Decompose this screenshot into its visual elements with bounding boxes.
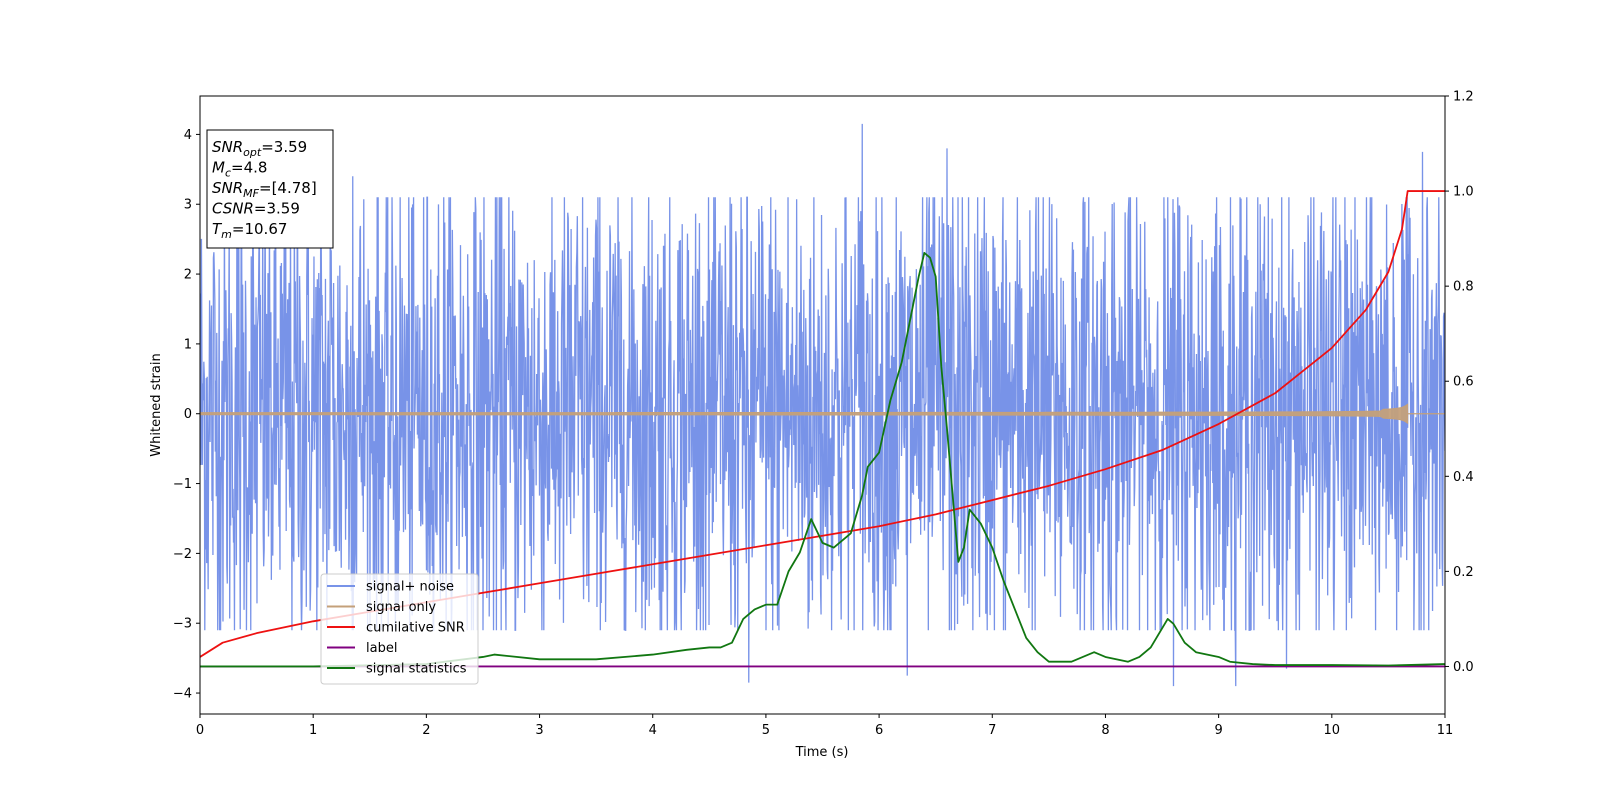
- legend-label: cumilative SNR: [366, 621, 465, 636]
- y-right-tick-label: 1.0: [1453, 185, 1474, 200]
- legend-label: signal statistics: [366, 662, 467, 677]
- x-tick-label: 4: [649, 723, 657, 738]
- y-left-tick-label: −1: [173, 477, 192, 492]
- info-line: SNRMF=[4.78]: [212, 179, 317, 200]
- y-left-tick-label: 1: [184, 337, 192, 352]
- legend-label: signal+ noise: [366, 580, 454, 595]
- y-right-tick-label: 0.4: [1453, 470, 1474, 485]
- info-line: CSNR=3.59: [212, 200, 300, 218]
- info-box: SNRopt=3.59Mc=4.8SNRMF=[4.78]CSNR=3.59Tm…: [206, 129, 334, 249]
- x-axis-label: Time (s): [795, 745, 849, 760]
- y-right-tick-label: 1.2: [1453, 90, 1474, 105]
- y-left-tick-label: −4: [173, 687, 192, 702]
- info-line-value: =3.59: [254, 200, 300, 218]
- x-tick-label: 5: [762, 723, 770, 738]
- info-line-subscript: MF: [243, 187, 259, 200]
- x-tick-label: 2: [422, 723, 430, 738]
- legend-label: signal only: [366, 600, 436, 615]
- legend-label: label: [366, 641, 397, 656]
- x-tick-label: 8: [1101, 723, 1109, 738]
- x-tick-label: 6: [875, 723, 883, 738]
- info-line-symbol: SNR: [212, 138, 243, 156]
- x-tick-label: 11: [1437, 723, 1454, 738]
- info-line-value: =10.67: [232, 220, 288, 238]
- info-line-symbol: M: [212, 159, 225, 177]
- x-tick-label: 0: [196, 723, 204, 738]
- info-line: SNRopt=3.59: [212, 138, 307, 159]
- y-left-tick-label: 0: [184, 407, 192, 422]
- series-signal-noise: [200, 123, 1445, 687]
- x-tick-label: 10: [1324, 723, 1341, 738]
- y-right-axis-ticks: 0.0 0.2 0.4 0.6 0.8 1.0 1.2: [1445, 90, 1474, 675]
- info-line-value: =4.8: [231, 159, 267, 177]
- x-tick-label: 9: [1214, 723, 1222, 738]
- info-line-symbol: SNR: [212, 179, 243, 197]
- y-right-tick-label: 0.2: [1453, 565, 1474, 580]
- legend-frame: [320, 573, 479, 685]
- info-line-subscript: m: [221, 228, 232, 241]
- y-left-tick-label: 2: [184, 268, 192, 283]
- y-right-tick-label: 0.6: [1453, 375, 1474, 390]
- x-tick-label: 1: [309, 723, 317, 738]
- y-left-tick-label: −3: [173, 617, 192, 632]
- legend: signal+ noise signal only cumilative SNR la…: [320, 573, 479, 685]
- y-left-axis-ticks: −4 −3 −2 −1 0 1 2 3 4: [173, 128, 200, 702]
- info-line-symbol: T: [212, 220, 223, 238]
- y-left-tick-label: 4: [184, 128, 192, 143]
- y-left-tick-label: −2: [173, 547, 192, 562]
- x-tick-label: 3: [535, 723, 543, 738]
- info-line-subscript: c: [225, 167, 231, 180]
- series-signal-only: [200, 403, 1409, 425]
- x-tick-label: 7: [988, 723, 996, 738]
- y-right-tick-label: 0.0: [1453, 660, 1474, 675]
- y-left-tick-label: 3: [184, 198, 192, 213]
- plot-frame: [199, 95, 1446, 715]
- info-line-value: =[4.78]: [259, 179, 317, 197]
- info-line-symbol: CSNR: [212, 200, 254, 218]
- info-line: Tm=10.67: [212, 220, 287, 241]
- info-line: Mc=4.8: [212, 159, 267, 180]
- series-signal-statistics: [200, 251, 1445, 668]
- info-box-frame: [206, 129, 334, 249]
- y-axis-label: Whitened strain: [149, 353, 164, 456]
- info-line-subscript: opt: [243, 146, 262, 159]
- info-line-value: =3.59: [261, 138, 307, 156]
- y-right-tick-label: 0.8: [1453, 280, 1474, 295]
- x-axis-ticks: 0 1 2 3 4 5 6 7 8 9 10 11: [196, 714, 1453, 738]
